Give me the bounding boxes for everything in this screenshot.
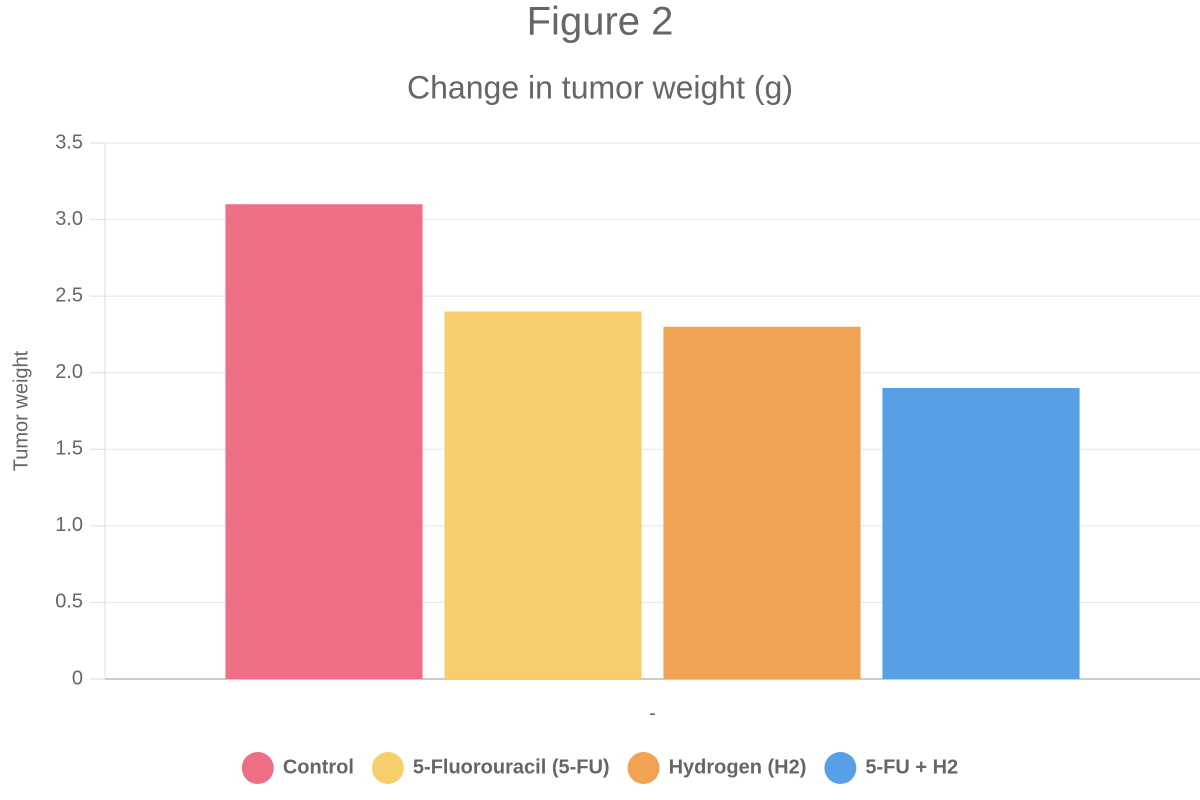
- bar: [225, 204, 423, 679]
- y-axis-label: Tumor weight: [10, 350, 32, 471]
- y-tick-label: 3.0: [55, 208, 83, 230]
- bar: [444, 311, 642, 679]
- y-tick-label: 2.5: [55, 284, 83, 306]
- y-tick-label: 0: [72, 667, 83, 689]
- legend-label: Control: [283, 756, 354, 778]
- legend-swatch: [241, 752, 274, 784]
- legend-label: 5-FU + H2: [865, 756, 958, 778]
- legend-swatch: [627, 752, 660, 784]
- y-tick-label: 3.5: [55, 131, 83, 153]
- chart-title: Figure 2: [527, 0, 674, 44]
- bar: [663, 326, 861, 679]
- legend-swatch: [824, 752, 857, 784]
- y-tick-label: 2.0: [55, 361, 83, 383]
- y-tick-label: 1.5: [55, 438, 83, 460]
- bar: [882, 388, 1080, 679]
- legend-label: Hydrogen (H2): [669, 756, 807, 778]
- x-tick-label: -: [649, 702, 656, 724]
- legend-swatch: [371, 752, 404, 784]
- y-tick-label: 1.0: [55, 514, 83, 536]
- chart-subtitle: Change in tumor weight (g): [407, 69, 793, 105]
- legend-label: 5-Fluorouracil (5-FU): [413, 756, 610, 778]
- y-tick-label: 0.5: [55, 591, 83, 613]
